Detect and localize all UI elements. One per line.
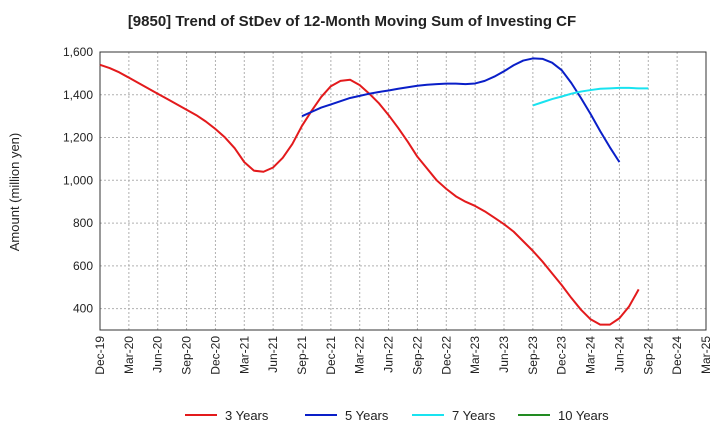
x-tick-label: Dec-21 xyxy=(324,336,338,375)
y-tick-label: 1,600 xyxy=(63,45,93,59)
plot-frame xyxy=(99,51,707,331)
x-tick-label: Sep-22 xyxy=(410,336,424,375)
series-lines xyxy=(99,57,649,326)
y-tick-label: 1,000 xyxy=(63,173,93,187)
series-line xyxy=(99,63,640,326)
x-tick-label: Mar-22 xyxy=(353,336,367,374)
legend-label: 7 Years xyxy=(452,408,496,423)
x-axis: Dec-19 Mar-20 Jun-20 Sep-20 Dec-20 Mar-21 Jun-… xyxy=(93,336,713,375)
y-tick-label: 600 xyxy=(73,259,93,273)
y-axis: 400 600 800 1,000 1,200 1,400 1,600 xyxy=(63,45,93,316)
x-tick-label: Jun-20 xyxy=(151,336,165,373)
chart-title: [9850] Trend of StDev of 12-Month Moving… xyxy=(128,13,576,30)
x-tick-label: Mar-25 xyxy=(699,336,713,374)
x-tick-label: Sep-23 xyxy=(526,336,540,375)
x-tick-label: Jun-24 xyxy=(612,336,626,373)
y-tick-label: 400 xyxy=(73,302,93,316)
x-tick-label: Dec-23 xyxy=(555,336,569,375)
legend-label: 10 Years xyxy=(558,408,609,423)
legend: 3 Years 5 Years 7 Years 10 Years xyxy=(185,408,609,423)
legend-label: 5 Years xyxy=(345,408,389,423)
y-tick-label: 1,400 xyxy=(63,88,93,102)
y-axis-label: Amount (million yen) xyxy=(7,133,22,252)
legend-label: 3 Years xyxy=(225,408,269,423)
x-tick-label: Dec-24 xyxy=(670,336,684,375)
grid xyxy=(99,51,707,330)
x-tick-label: Sep-24 xyxy=(641,336,655,375)
x-tick-label: Jun-22 xyxy=(382,336,396,373)
y-tick-label: 1,200 xyxy=(63,131,93,145)
x-tick-label: Mar-21 xyxy=(237,336,251,374)
x-tick-label: Jun-23 xyxy=(497,336,511,373)
series-line xyxy=(301,57,621,163)
x-tick-label: Dec-19 xyxy=(93,336,107,375)
x-tick-label: Jun-21 xyxy=(266,336,280,373)
y-tick-label: 800 xyxy=(73,216,93,230)
x-tick-label: Dec-20 xyxy=(208,336,222,375)
x-tick-label: Sep-20 xyxy=(180,336,194,375)
x-tick-label: Mar-20 xyxy=(122,336,136,374)
x-tick-label: Mar-23 xyxy=(468,336,482,374)
plot-border xyxy=(99,51,707,331)
x-tick-label: Sep-21 xyxy=(295,336,309,375)
x-tick-label: Dec-22 xyxy=(439,336,453,375)
x-tick-label: Mar-24 xyxy=(584,336,598,374)
series-line xyxy=(532,86,649,107)
